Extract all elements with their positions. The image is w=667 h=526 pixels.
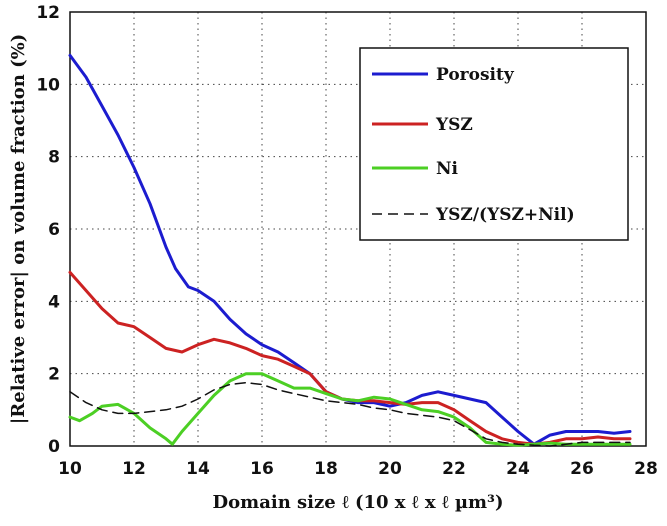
x-tick-labels: 10 12 14 16 18 20 22 24 26 28 [58, 459, 658, 479]
y-tick-label: 8 [48, 148, 60, 168]
legend-label: YSZ/(YSZ+Nil) [435, 205, 575, 225]
x-tick-label: 12 [122, 459, 146, 479]
series-line-ni [68, 372, 632, 447]
legend-box [359, 47, 629, 241]
y-tick-labels: 0 2 4 6 8 10 12 [36, 3, 60, 457]
legend-label: Ni [436, 159, 459, 179]
legend: Porosity YSZ Ni YSZ/(YSZ+Nil) [359, 47, 629, 241]
x-tick-label: 14 [186, 459, 210, 479]
x-tick-label: 16 [250, 459, 274, 479]
x-axis-label: Domain size ℓ (10 x ℓ x ℓ µm³) [213, 492, 504, 513]
y-tick-label: 6 [48, 220, 60, 240]
plot-frame [69, 11, 647, 447]
x-tick-label: 24 [506, 459, 530, 479]
y-tick-label: 10 [36, 75, 60, 95]
x-tick-label: 22 [442, 459, 466, 479]
series-line-ysz-ysz-nil [69, 381, 631, 447]
y-tick-label: 4 [48, 292, 60, 312]
series-line-ysz [68, 270, 632, 446]
x-tick-label: 28 [634, 459, 658, 479]
y-tick-label: 12 [36, 3, 60, 23]
legend-label: Porosity [436, 65, 515, 85]
series-lines [68, 53, 632, 447]
x-tick-label: 18 [314, 459, 338, 479]
y-tick-label: 0 [48, 437, 60, 457]
y-axis-label: |Relative error| on volume fraction (%) [8, 34, 29, 425]
x-tick-label: 20 [378, 459, 402, 479]
x-tick-label: 26 [570, 459, 594, 479]
legend-label: YSZ [435, 115, 473, 135]
x-tick-label: 10 [58, 459, 82, 479]
y-tick-label: 2 [48, 365, 60, 385]
